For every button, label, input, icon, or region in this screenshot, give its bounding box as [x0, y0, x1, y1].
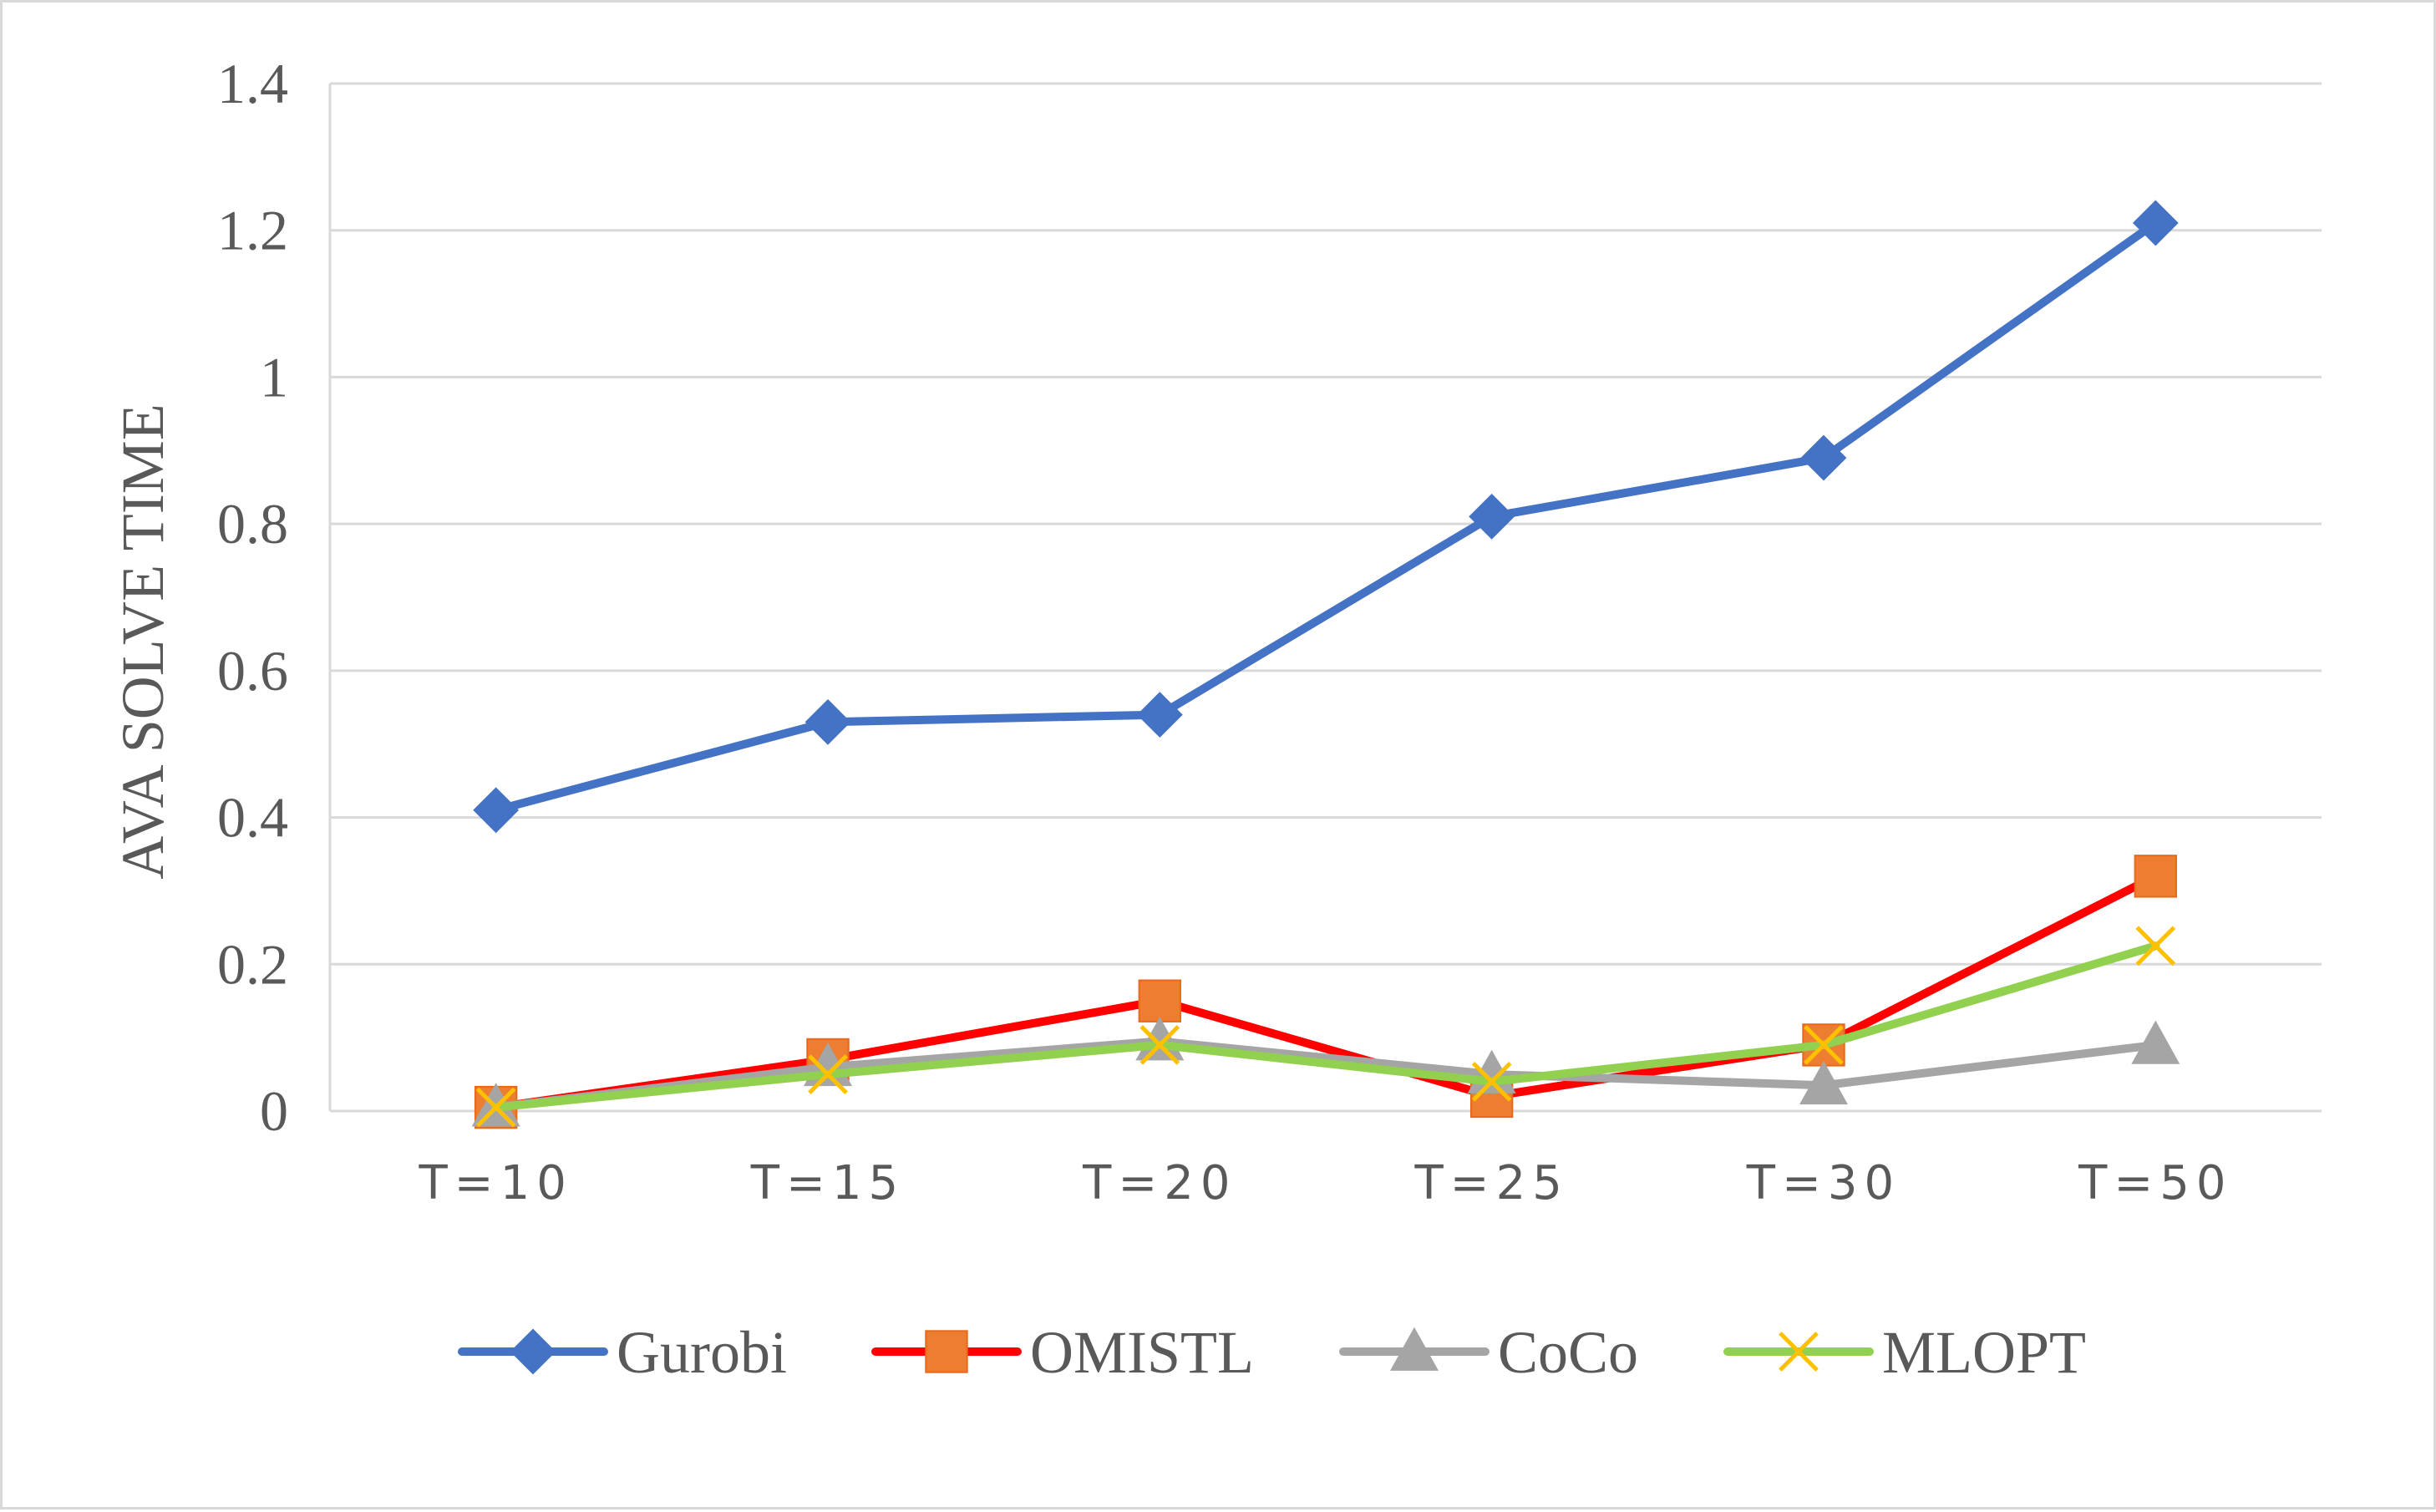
data-point — [1139, 1025, 1180, 1065]
data-point — [1136, 692, 1183, 738]
x-tick-label: T=20 — [1082, 1156, 1236, 1210]
x-tick-labels: T=10 T=15 T=20 T=25 T=30 T=50 — [418, 1156, 2232, 1210]
data-point — [2131, 1020, 2180, 1064]
y-tick-label: 0 — [260, 1079, 288, 1143]
data-point — [804, 698, 851, 745]
data-point — [1138, 979, 1182, 1022]
x-tick-label: T=10 — [418, 1156, 572, 1210]
series-mlopt — [475, 926, 2176, 1128]
x-tick-label: T=25 — [1413, 1156, 1568, 1210]
y-axis-label: AVA SOLVE TIME — [109, 403, 176, 880]
data-point — [1471, 1061, 1512, 1102]
legend-marker — [510, 1328, 556, 1375]
data-point — [473, 787, 520, 834]
series-gurobi — [473, 200, 2179, 834]
legend-item-coco: CoCo — [1339, 1319, 1638, 1386]
series-line — [491, 941, 2160, 1112]
legend-marker — [1779, 1332, 1819, 1372]
legend-item-gurobi: Gurobi — [458, 1319, 787, 1386]
y-tick-label: 1.4 — [217, 52, 288, 115]
series-line — [491, 1037, 2160, 1112]
y-tick-label: 0.6 — [217, 639, 288, 703]
legend: Gurobi OMISTL CoCo MLOPT — [458, 1319, 2086, 1386]
data-point — [1800, 434, 1847, 481]
y-tick-label: 1.2 — [217, 199, 288, 262]
data-point — [1469, 493, 1515, 540]
legend-marker — [925, 1330, 968, 1373]
y-tick-label: 0.4 — [217, 786, 288, 850]
data-point — [2132, 200, 2179, 246]
data-point — [475, 1087, 516, 1128]
x-tick-label: T=50 — [2078, 1156, 2232, 1210]
series-line — [491, 218, 2160, 814]
legend-label: OMISTL — [1030, 1319, 1254, 1386]
y-tick-label: 0.2 — [217, 932, 288, 996]
legend-item-omistl: OMISTL — [871, 1319, 1254, 1386]
legend-label: MLOPT — [1882, 1319, 2086, 1386]
data-point — [1804, 1025, 1844, 1065]
gridlines — [328, 82, 2322, 1113]
data-point — [2135, 926, 2176, 967]
line-chart: 0 0.2 0.4 0.6 0.8 1 1.2 1.4 T=10 T=15 T=20 T=25 T=3… — [109, 52, 2322, 1386]
data-point — [808, 1054, 848, 1094]
legend-label: Gurobi — [617, 1319, 787, 1386]
series-line — [491, 871, 2160, 1112]
x-tick-label: T=30 — [1746, 1156, 1901, 1210]
legend-item-mlopt: MLOPT — [1723, 1319, 2086, 1386]
y-tick-label: 1 — [260, 345, 288, 408]
legend-marker — [1390, 1327, 1439, 1371]
series-lines — [471, 200, 2180, 1129]
y-tick-labels: 0 0.2 0.4 0.6 0.8 1 1.2 1.4 — [217, 52, 288, 1143]
data-point — [1799, 1060, 1848, 1105]
x-tick-label: T=15 — [750, 1156, 905, 1210]
y-tick-label: 0.8 — [217, 492, 288, 556]
data-point — [2134, 855, 2178, 898]
legend-label: CoCo — [1498, 1319, 1638, 1386]
